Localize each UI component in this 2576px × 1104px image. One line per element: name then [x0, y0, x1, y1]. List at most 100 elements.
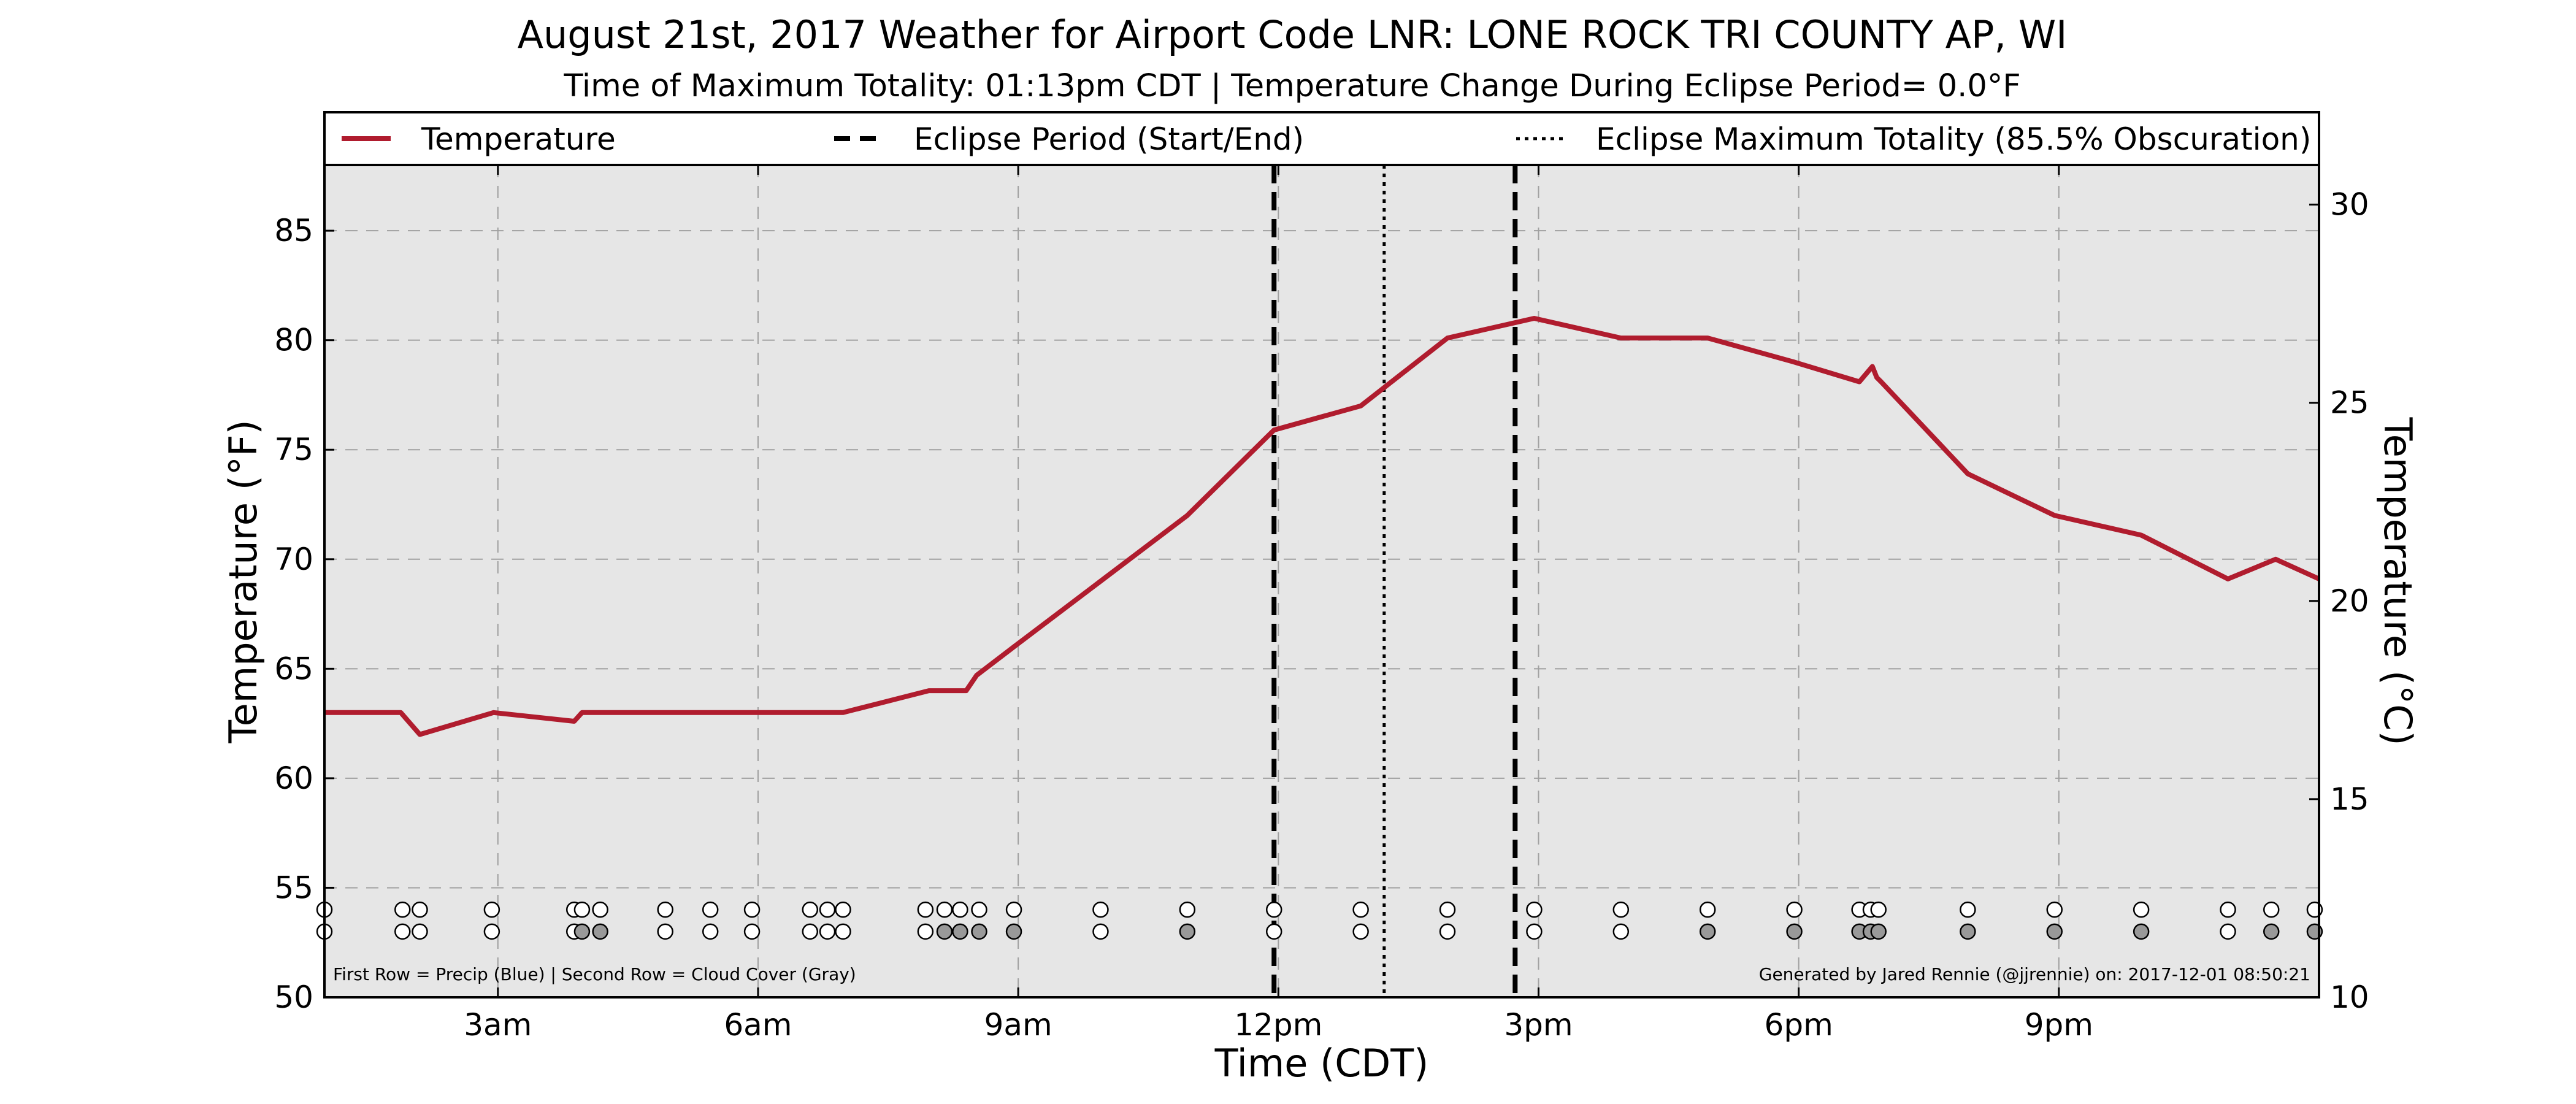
x-tick-label: 3am: [464, 1007, 532, 1043]
chart-subtitle: Time of Maximum Totality: 01:13pm CDT | …: [563, 68, 2020, 104]
precip-marker: [1005, 901, 1022, 918]
cloud-marker: [573, 923, 591, 940]
cloud-marker: [483, 923, 500, 940]
precip-marker: [483, 901, 500, 918]
x-tick-label: 12pm: [1234, 1007, 1322, 1043]
cloud-marker: [1526, 923, 1543, 940]
legend-label: Temperature: [421, 121, 616, 157]
precip-marker: [2133, 901, 2150, 918]
temperature-line: [324, 316, 2320, 737]
y2-axis-label: Temperature (°C): [2375, 416, 2420, 745]
y2-tick-label: 20: [2330, 583, 2369, 619]
cloud-marker: [592, 923, 608, 940]
cloud-marker: [1960, 923, 1976, 940]
precip-marker: [952, 901, 968, 918]
cloud-marker: [1439, 923, 1456, 940]
cloud-marker: [412, 923, 428, 940]
cloud-marker: [1179, 923, 1196, 940]
cloud-marker: [952, 923, 968, 940]
x-tick-label: 9pm: [2025, 1007, 2093, 1043]
gridlines: [324, 165, 2319, 997]
precip-marker: [2220, 901, 2236, 918]
precip-marker: [743, 901, 761, 918]
precip-marker: [1612, 901, 1630, 918]
cloud-marker: [936, 923, 953, 940]
y-tick-label: 75: [274, 432, 313, 467]
y-tick-label: 80: [274, 323, 313, 358]
cloud-marker: [1092, 923, 1109, 940]
y2-tick-label: 30: [2330, 187, 2369, 223]
cloud-marker: [1352, 923, 1369, 940]
y2-tick-label: 15: [2330, 781, 2369, 817]
precip-marker: [819, 901, 836, 918]
series: [324, 316, 2320, 737]
legend-box: [323, 111, 2320, 166]
precip-marker: [573, 901, 591, 918]
precip-marker: [2263, 901, 2280, 918]
precip-marker: [412, 901, 428, 918]
cloud-marker: [917, 923, 934, 940]
precip-marker: [1352, 901, 1369, 918]
y-tick-label: 55: [274, 870, 313, 905]
precip-marker: [1265, 901, 1282, 918]
precip-marker: [835, 901, 851, 918]
precip-marker: [802, 901, 819, 918]
cloud-marker: [2046, 923, 2063, 940]
cloud-marker: [2220, 923, 2236, 940]
cloud-marker: [802, 923, 819, 940]
cloud-marker: [1612, 923, 1630, 940]
eclipse-lines: [1271, 165, 1518, 997]
precip-marker: [1960, 901, 1976, 918]
cloud-marker: [394, 923, 411, 940]
cloud-marker: [1005, 923, 1022, 940]
legend-label: Eclipse Maximum Totality (85.5% Obscurat…: [1596, 121, 2311, 157]
legend: Temperature Eclipse Period (Start/End) Ecl…: [342, 121, 2311, 157]
cloud-marker: [2263, 923, 2280, 940]
precip-marker: [917, 901, 934, 918]
x-axis-label: Time (CDT): [1214, 1041, 1429, 1086]
precip-marker: [936, 901, 953, 918]
precip-marker: [592, 901, 608, 918]
cloud-marker: [1786, 923, 1803, 940]
y2-tick-label: 25: [2330, 385, 2369, 421]
cloud-marker: [1699, 923, 1716, 940]
x-tick-label: 6am: [724, 1007, 792, 1043]
y-tick-label: 70: [274, 542, 313, 577]
x-tick-label: 9am: [984, 1007, 1052, 1043]
x-tick-label: 6pm: [1765, 1007, 1833, 1043]
precip-marker: [1699, 901, 1716, 918]
y-tick-label: 65: [274, 651, 313, 686]
chart-title: August 21st, 2017 Weather for Airport Co…: [518, 12, 2068, 57]
precip-marker: [1439, 901, 1456, 918]
precip-marker: [2046, 901, 2063, 918]
precip-marker: [394, 901, 411, 918]
footnote-left: First Row = Precip (Blue) | Second Row =…: [333, 964, 856, 984]
y-axis-label: Temperature (°F): [221, 420, 266, 743]
footnote-right: Generated by Jared Rennie (@jjrennie) on…: [1759, 964, 2310, 984]
plot-area: [324, 165, 2319, 997]
cloud-marker: [743, 923, 761, 940]
cloud-marker: [1265, 923, 1282, 940]
legend-label: Eclipse Period (Start/End): [914, 121, 1304, 157]
precip-marker: [1179, 901, 1196, 918]
precip-marker: [1526, 901, 1543, 918]
cloud-marker: [1870, 923, 1887, 940]
y-tick-label: 85: [274, 213, 313, 248]
cloud-marker: [819, 923, 836, 940]
precip-marker: [702, 901, 719, 918]
cloud-marker: [702, 923, 719, 940]
cloud-marker: [657, 923, 673, 940]
cloud-marker: [971, 923, 987, 940]
precip-marker: [1092, 901, 1109, 918]
precip-marker: [971, 901, 987, 918]
axes: 3am 6am 9am 12pm 3pm 6pm 9pm 50 55 60 65 70 75 80 85 10…: [274, 165, 2369, 1043]
precip-marker: [657, 901, 673, 918]
y-tick-label: 60: [274, 761, 313, 796]
y2-tick-label: 10: [2330, 979, 2369, 1015]
precip-marker: [1786, 901, 1803, 918]
cloud-marker: [835, 923, 851, 940]
x-tick-label: 3pm: [1504, 1007, 1573, 1043]
plot-frame: [323, 164, 2320, 999]
precip-marker: [1870, 901, 1887, 918]
